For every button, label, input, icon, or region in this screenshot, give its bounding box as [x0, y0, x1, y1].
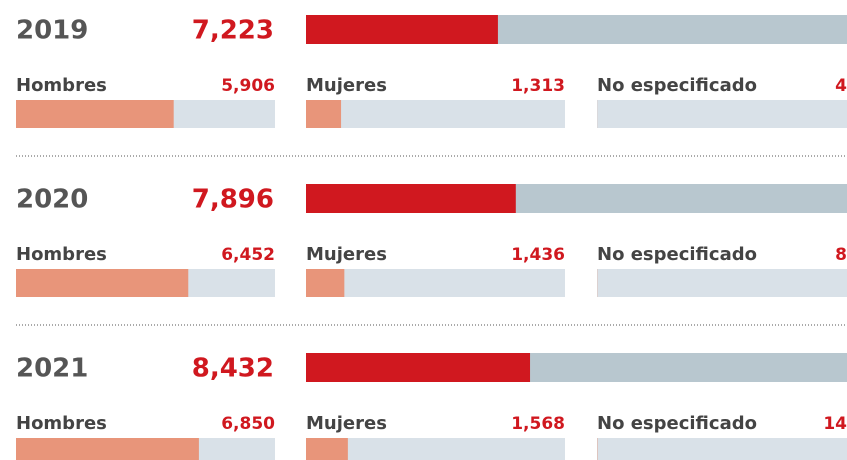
total-bar — [306, 15, 498, 44]
group-value: 6,452 — [221, 245, 275, 265]
group-value: 14 — [823, 414, 847, 434]
total-value: 8,432 — [192, 354, 274, 384]
group-label: No especificado — [597, 413, 757, 434]
group-label: Hombres — [16, 413, 107, 434]
group-value: 4 — [835, 76, 847, 96]
group-track — [597, 438, 847, 460]
group-label: No especificado — [597, 244, 757, 265]
year: 2020 — [16, 185, 88, 215]
group-value: 1,313 — [511, 76, 565, 96]
group-label: Mujeres — [306, 413, 387, 434]
group-track — [306, 100, 565, 128]
group-bar — [16, 438, 199, 460]
total-bar — [306, 353, 531, 382]
group-bar — [306, 438, 348, 460]
group-bar — [306, 269, 345, 297]
group-value: 8 — [835, 245, 847, 265]
total-bar — [306, 184, 516, 213]
total-value: 7,223 — [192, 16, 274, 46]
group-track — [597, 269, 847, 297]
group-value: 1,436 — [511, 245, 565, 265]
year: 2019 — [16, 16, 88, 46]
total-value: 7,896 — [192, 185, 274, 215]
group-bar — [16, 100, 174, 128]
group-bar — [16, 269, 189, 297]
group-value: 1,568 — [511, 414, 565, 434]
group-label: Mujeres — [306, 75, 387, 96]
group-track — [597, 100, 847, 128]
group-label: No especificado — [597, 75, 757, 96]
group-track — [306, 438, 565, 460]
group-bar — [306, 100, 342, 128]
group-label: Mujeres — [306, 244, 387, 265]
group-value: 6,850 — [221, 414, 275, 434]
group-value: 5,906 — [221, 76, 275, 96]
year: 2021 — [16, 354, 88, 384]
group-label: Hombres — [16, 244, 107, 265]
group-label: Hombres — [16, 75, 107, 96]
group-track — [306, 269, 565, 297]
